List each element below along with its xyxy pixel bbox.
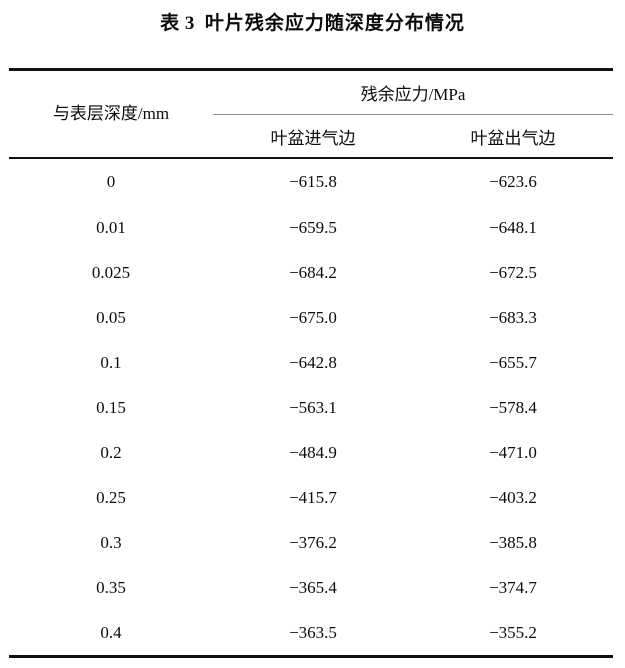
cell-trailing-edge: −403.2 — [489, 487, 537, 507]
table-body: 0 −615.8 −623.6 0.01 −659.5 −648.1 0.025… — [9, 158, 613, 657]
cell-leading-edge: −365.4 — [289, 577, 337, 597]
table-head: 与表层深度/mm 残余应力/MPa 叶盆进气边 叶盆出气边 — [9, 69, 613, 159]
cell-trailing-edge: −655.7 — [489, 352, 537, 372]
cell-leading-edge: −642.8 — [289, 352, 337, 372]
cell-leading-edge: −415.7 — [289, 487, 337, 507]
table-row: 0.4 −363.5 −355.2 — [9, 610, 613, 657]
table-row: 0.025 −684.2 −672.5 — [9, 250, 613, 295]
cell-depth: 0.01 — [96, 217, 126, 237]
cell-depth: 0.25 — [96, 487, 126, 507]
cell-leading-edge: −363.5 — [289, 622, 337, 642]
cell-depth: 0.4 — [100, 622, 122, 642]
cell-leading-edge: −615.8 — [289, 172, 337, 191]
table-row: 0.25 −415.7 −403.2 — [9, 475, 613, 520]
header-trailing-edge: 叶盆出气边 — [470, 128, 556, 148]
cell-leading-edge: −684.2 — [289, 262, 337, 282]
residual-stress-table: 与表层深度/mm 残余应力/MPa 叶盆进气边 叶盆出气边 0 −61 — [9, 68, 613, 658]
cell-depth: 0.2 — [100, 442, 122, 462]
cell-trailing-edge: −385.8 — [489, 532, 537, 552]
table-container: 与表层深度/mm 残余应力/MPa 叶盆进气边 叶盆出气边 0 −61 — [9, 68, 613, 658]
cell-trailing-edge: −578.4 — [489, 397, 537, 417]
cell-leading-edge: −484.9 — [289, 442, 337, 462]
header-stress-group: 残余应力/MPa — [213, 69, 613, 115]
cell-trailing-edge: −683.3 — [489, 307, 537, 327]
cell-trailing-edge: −648.1 — [489, 217, 537, 237]
table-row: 0.05 −675.0 −683.3 — [9, 295, 613, 340]
cell-trailing-edge: −623.6 — [489, 172, 537, 191]
cell-depth: 0.35 — [96, 577, 126, 597]
header-row-group: 与表层深度/mm 残余应力/MPa — [9, 69, 613, 123]
table-row: 0.35 −365.4 −374.7 — [9, 565, 613, 610]
table-row: 0.2 −484.9 −471.0 — [9, 430, 613, 475]
cell-depth: 0.15 — [96, 397, 126, 417]
cell-trailing-edge: −355.2 — [489, 622, 537, 642]
cell-depth: 0.05 — [96, 307, 126, 327]
cell-leading-edge: −563.1 — [289, 397, 337, 417]
cell-depth: 0 — [106, 172, 116, 191]
header-depth-label: 与表层深度/mm — [52, 103, 170, 123]
cell-depth: 0.1 — [100, 352, 122, 372]
cell-trailing-edge: −374.7 — [489, 577, 537, 597]
cell-depth: 0.025 — [91, 262, 131, 282]
header-leading-edge: 叶盆进气边 — [270, 128, 356, 148]
cell-depth: 0.3 — [100, 532, 122, 552]
table-row: 0 −615.8 −623.6 — [9, 158, 613, 205]
cell-leading-edge: −659.5 — [289, 217, 337, 237]
table-row: 0.3 −376.2 −385.8 — [9, 520, 613, 565]
caption-title: 叶片残余应力随深度分布情况 — [204, 13, 465, 34]
cell-trailing-edge: −471.0 — [489, 442, 537, 462]
table-row: 0.15 −563.1 −578.4 — [9, 385, 613, 430]
header-row-sub: 叶盆进气边 叶盆出气边 — [9, 115, 613, 158]
cell-leading-edge: −376.2 — [289, 532, 337, 552]
table-row: 0.1 −642.8 −655.7 — [9, 340, 613, 385]
header-stress-group-label: 残余应力/MPa — [360, 85, 466, 104]
table-caption: 表 3 叶片残余应力随深度分布情况 — [0, 8, 625, 35]
cell-leading-edge: −675.0 — [289, 307, 337, 327]
caption-number: 表 3 — [160, 13, 195, 34]
header-depth: 与表层深度/mm — [9, 70, 213, 158]
cell-trailing-edge: −672.5 — [489, 262, 537, 282]
table-row: 0.01 −659.5 −648.1 — [9, 205, 613, 250]
